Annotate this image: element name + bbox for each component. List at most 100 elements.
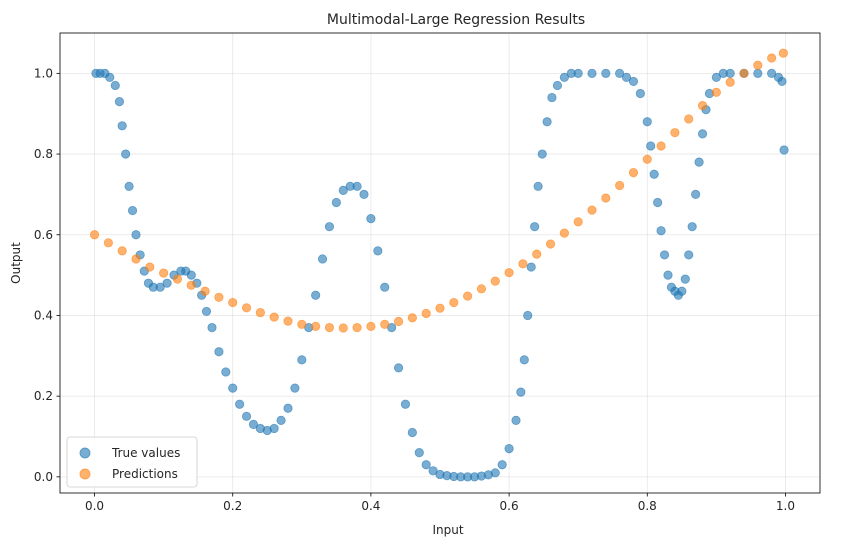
prediction-point xyxy=(145,262,155,272)
true-value-point xyxy=(490,468,500,478)
true-value-point xyxy=(352,181,362,191)
prediction-point xyxy=(449,297,459,308)
true-value-point xyxy=(663,270,673,280)
prediction-point xyxy=(476,284,487,294)
true-value-point xyxy=(628,76,639,87)
true-value-point xyxy=(621,72,632,82)
true-value-point xyxy=(687,222,697,232)
prediction-point xyxy=(297,319,307,329)
true-value-point xyxy=(530,222,540,232)
prediction-point xyxy=(324,322,335,333)
prediction-point xyxy=(559,228,569,238)
prediction-point xyxy=(380,319,390,329)
true-value-point xyxy=(511,415,521,425)
prediction-point xyxy=(725,77,735,87)
prediction-point xyxy=(545,239,556,249)
prediction-point xyxy=(159,268,169,278)
true-value-point xyxy=(290,383,300,393)
true-value-point xyxy=(516,387,526,397)
legend: True values Predictions xyxy=(66,436,198,488)
prediction-point xyxy=(628,168,639,178)
true-value-point xyxy=(131,230,141,240)
true-value-point xyxy=(207,322,217,333)
prediction-point xyxy=(490,276,500,286)
prediction-point xyxy=(393,316,404,327)
axis-ticks: 0.0 0.2 0.4 0.6 0.8 1.0 0.0 0.2 0.4 0.6 0.8 1.0 xyxy=(34,66,795,513)
true-value-point xyxy=(649,169,659,179)
true-value-point xyxy=(324,222,335,232)
prediction-point xyxy=(518,259,528,269)
true-value-point xyxy=(519,355,529,365)
prediction-point xyxy=(573,217,583,227)
true-value-point xyxy=(186,270,196,280)
true-value-point xyxy=(711,72,721,82)
true-value-point xyxy=(393,363,404,373)
true-value-point xyxy=(124,181,134,191)
prediction-point xyxy=(601,193,611,203)
prediction-point xyxy=(241,303,252,313)
prediction-point xyxy=(504,268,514,278)
true-value-point xyxy=(421,460,431,470)
true-value-point xyxy=(373,246,383,256)
true-value-point xyxy=(317,254,328,264)
prediction-point xyxy=(214,292,224,302)
legend-label-true-values: True values xyxy=(111,446,180,460)
true-value-point xyxy=(400,399,411,409)
true-value-point xyxy=(127,205,138,216)
true-value-point xyxy=(117,121,127,131)
true-value-point xyxy=(105,72,115,82)
true-value-point xyxy=(121,149,131,159)
data-points xyxy=(89,48,789,482)
true-value-point xyxy=(547,92,557,103)
x-tick-label: 0.6 xyxy=(500,499,519,513)
prediction-point xyxy=(311,321,321,331)
true-value-point xyxy=(331,197,341,208)
y-tick-label: 0.0 xyxy=(34,470,53,484)
true-value-point xyxy=(677,286,687,296)
true-value-point xyxy=(659,250,670,260)
x-tick-label: 0.8 xyxy=(638,499,657,513)
true-value-point xyxy=(767,68,777,78)
true-value-point xyxy=(162,278,172,288)
true-value-point xyxy=(753,68,763,78)
true-value-point xyxy=(283,403,293,413)
true-value-point xyxy=(646,141,656,151)
chart-title: Multimodal-Large Regression Results xyxy=(327,12,585,28)
prediction-point xyxy=(739,68,749,78)
true-value-point xyxy=(653,197,663,208)
true-value-point xyxy=(110,80,120,91)
prediction-point xyxy=(767,53,777,63)
true-value-point xyxy=(615,68,625,78)
true-value-point xyxy=(241,411,252,421)
prediction-point xyxy=(117,246,127,256)
prediction-point xyxy=(172,274,183,284)
true-value-point xyxy=(523,310,533,321)
axes-frame xyxy=(59,32,821,494)
true-value-point xyxy=(155,282,165,292)
prediction-point xyxy=(587,205,597,215)
true-value-point xyxy=(380,282,390,292)
prediction-point xyxy=(366,321,376,331)
true-value-point xyxy=(533,181,543,191)
true-value-point xyxy=(725,68,735,78)
prediction-point xyxy=(89,230,100,240)
prediction-point xyxy=(269,312,279,322)
true-value-point xyxy=(235,399,245,409)
prediction-point xyxy=(711,87,721,97)
true-value-point xyxy=(201,306,212,317)
y-tick-label: 0.4 xyxy=(34,308,53,322)
prediction-point xyxy=(283,316,293,326)
y-tick-label: 0.6 xyxy=(34,228,53,242)
true-value-point xyxy=(414,448,424,458)
true-value-point xyxy=(542,117,552,127)
true-value-point xyxy=(526,262,536,272)
prediction-point xyxy=(186,280,196,290)
prediction-point xyxy=(338,323,348,333)
prediction-point xyxy=(532,249,542,259)
true-value-point xyxy=(635,88,645,99)
true-value-point xyxy=(779,145,789,155)
true-value-point xyxy=(777,76,787,87)
prediction-point xyxy=(407,313,417,323)
true-value-point xyxy=(228,383,238,393)
